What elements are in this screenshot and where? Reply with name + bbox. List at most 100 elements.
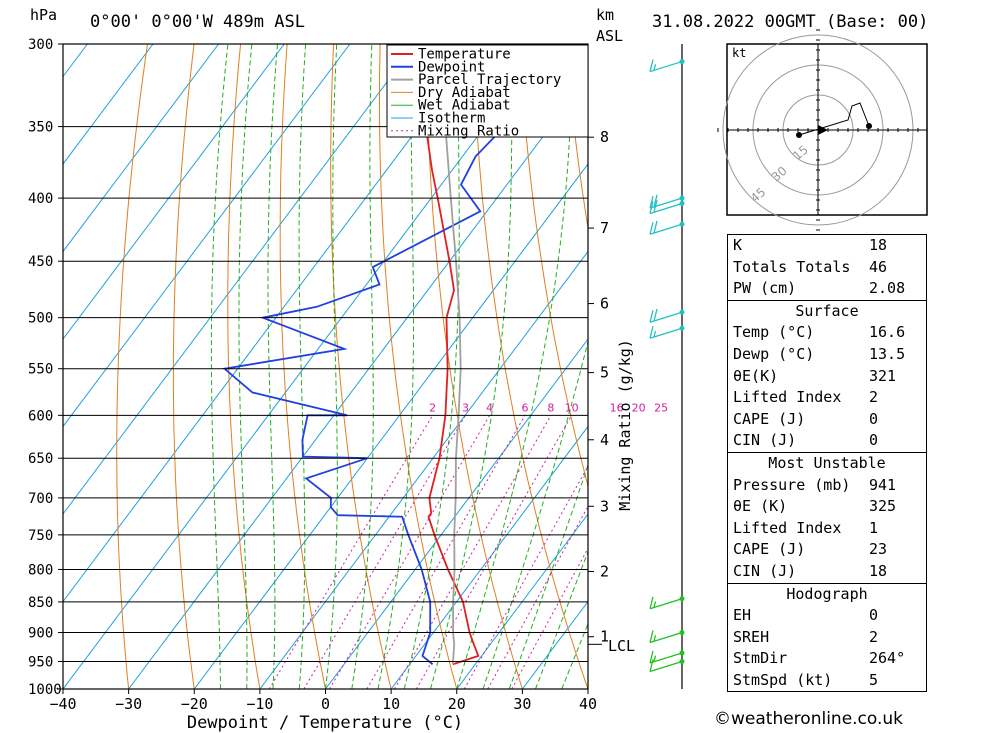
most-unstable-table: Most Unstable Pressure (mb) 941 θE (K) 325 L… bbox=[727, 452, 927, 584]
row-value: 23 bbox=[869, 540, 888, 559]
row-value: 2.08 bbox=[869, 279, 906, 298]
wind-barb-dot bbox=[679, 650, 685, 656]
table-row: K 18 bbox=[728, 235, 926, 257]
row-value: 16.6 bbox=[869, 323, 906, 342]
km-tick-label: 7 bbox=[600, 219, 609, 237]
row-value: 5 bbox=[869, 670, 879, 689]
lcl-label: LCL bbox=[608, 637, 635, 655]
surface-table: Surface Temp (°C) 16.6 Dewp (°C) 13.5 θE(K) 3… bbox=[727, 300, 927, 453]
wind-barb-dot bbox=[679, 659, 685, 665]
row-value: 18 bbox=[869, 236, 888, 254]
table-row: SREH 2 bbox=[728, 627, 926, 649]
wind-barb-shaft bbox=[649, 660, 683, 673]
wind-barb-half-flag bbox=[653, 601, 657, 608]
row-value: 1 bbox=[869, 518, 879, 537]
height-unit-asl: ASL bbox=[596, 27, 623, 45]
y-tick-label: 600 bbox=[28, 408, 53, 424]
table-row: CAPE (J) 23 bbox=[728, 539, 926, 561]
series-parcel-trajectory bbox=[440, 61, 462, 665]
wet-adiabat-line bbox=[267, 44, 278, 689]
wind-barb-flag bbox=[653, 199, 658, 213]
x-tick-label: −10 bbox=[246, 695, 273, 713]
dry-adiabat-line bbox=[172, 44, 195, 689]
row-label: CIN (J) bbox=[733, 431, 797, 450]
row-value: 2 bbox=[869, 388, 879, 407]
row-label: θE(K) bbox=[733, 366, 779, 385]
row-label: Temp (°C) bbox=[733, 323, 815, 342]
x-tick-label: −30 bbox=[115, 695, 142, 713]
legend-entry: Temperature bbox=[418, 47, 511, 63]
x-tick-label: 0 bbox=[321, 695, 330, 713]
wind-barb-dot bbox=[679, 195, 685, 201]
mixing-ratio-label: 20 bbox=[632, 401, 646, 414]
table-row: StmDir 264° bbox=[728, 648, 926, 670]
y-tick-label: 300 bbox=[28, 37, 53, 53]
x-tick-label: 10 bbox=[382, 695, 400, 713]
wind-barb-dot bbox=[679, 325, 685, 331]
wind-barb-flag bbox=[649, 596, 654, 609]
isotherm-line bbox=[259, 250, 588, 689]
isotherm-line bbox=[456, 513, 588, 689]
isotherm-line bbox=[390, 425, 588, 689]
y-tick-label: 350 bbox=[28, 120, 53, 136]
y-tick-label: 500 bbox=[28, 311, 53, 327]
wind-barb-flag bbox=[649, 326, 654, 339]
hodograph-point bbox=[866, 123, 872, 129]
wind-barb bbox=[649, 650, 685, 664]
legend-entry: Mixing Ratio bbox=[418, 123, 519, 139]
wind-barb-half-flag bbox=[653, 330, 657, 338]
wind-barb bbox=[649, 194, 685, 209]
dry-adiabat-line bbox=[938, 44, 1000, 689]
row-value: 13.5 bbox=[869, 344, 906, 363]
wind-barb-shaft bbox=[649, 202, 683, 215]
y-tick-label: 450 bbox=[28, 254, 53, 270]
y-tick-label: 800 bbox=[28, 562, 53, 578]
table-row: CIN (J) 18 bbox=[728, 561, 926, 583]
x-tick-label: −20 bbox=[181, 695, 208, 713]
dry-adiabat-line bbox=[279, 44, 326, 689]
wet-adiabat-line bbox=[403, 44, 460, 689]
row-value: 321 bbox=[869, 366, 897, 385]
isotherm-line bbox=[63, 44, 548, 689]
km-tick-label: 5 bbox=[600, 364, 609, 382]
isotherm-line bbox=[0, 44, 22, 689]
x-tick-label: −40 bbox=[49, 695, 76, 713]
mixing-ratio-label: 8 bbox=[547, 401, 554, 414]
table-row: θE (K) 325 bbox=[728, 496, 926, 518]
y-tick-label: 700 bbox=[28, 491, 53, 507]
hodograph-point bbox=[796, 132, 802, 138]
wind-barb-shaft bbox=[649, 631, 683, 644]
y-tick-label: 550 bbox=[28, 362, 53, 378]
wind-barb-flag bbox=[649, 195, 654, 209]
wind-barb-half-flag bbox=[653, 655, 657, 662]
wind-barb bbox=[649, 630, 685, 644]
table-row: Lifted Index 1 bbox=[728, 518, 926, 540]
isotherm-line bbox=[128, 75, 588, 689]
indices-table: K 18 Totals Totals 46 PW (cm) 2.08 bbox=[727, 234, 927, 301]
mixing-ratio-line bbox=[463, 465, 588, 689]
isotherm-line bbox=[63, 44, 351, 428]
wind-barb-dot bbox=[679, 309, 685, 315]
x-tick-label: 40 bbox=[579, 695, 597, 713]
pressure-unit-label: hPa bbox=[30, 6, 57, 24]
wind-barb-half-flag bbox=[653, 635, 657, 642]
table-row: EH 0 bbox=[728, 605, 926, 627]
wind-barb-dot bbox=[679, 200, 685, 206]
x-tick-label: 20 bbox=[448, 695, 466, 713]
wind-barb-shaft bbox=[649, 311, 683, 323]
y-tick-label: 950 bbox=[28, 655, 53, 671]
wind-barb-flag bbox=[649, 222, 654, 235]
y-tick-label: 750 bbox=[28, 528, 53, 544]
datetime-label: 31.08.2022 00GMT (Base: 00) bbox=[652, 12, 928, 32]
x-axis-label: Dewpoint / Temperature (°C) bbox=[187, 713, 463, 733]
credit-link[interactable]: ©weatheronline.co.uk bbox=[714, 709, 904, 729]
row-label: CAPE (J) bbox=[733, 409, 806, 428]
height-unit-km: km bbox=[596, 6, 614, 24]
table-row: Temp (°C) 16.6 bbox=[728, 322, 926, 344]
y-tick-label: 900 bbox=[28, 626, 53, 642]
legend-entry: Wet Adiabat bbox=[418, 98, 511, 114]
hodograph-unit: kt bbox=[732, 46, 746, 60]
isotherm-line bbox=[63, 44, 154, 165]
legend-entry: Parcel Trajectory bbox=[418, 72, 561, 88]
